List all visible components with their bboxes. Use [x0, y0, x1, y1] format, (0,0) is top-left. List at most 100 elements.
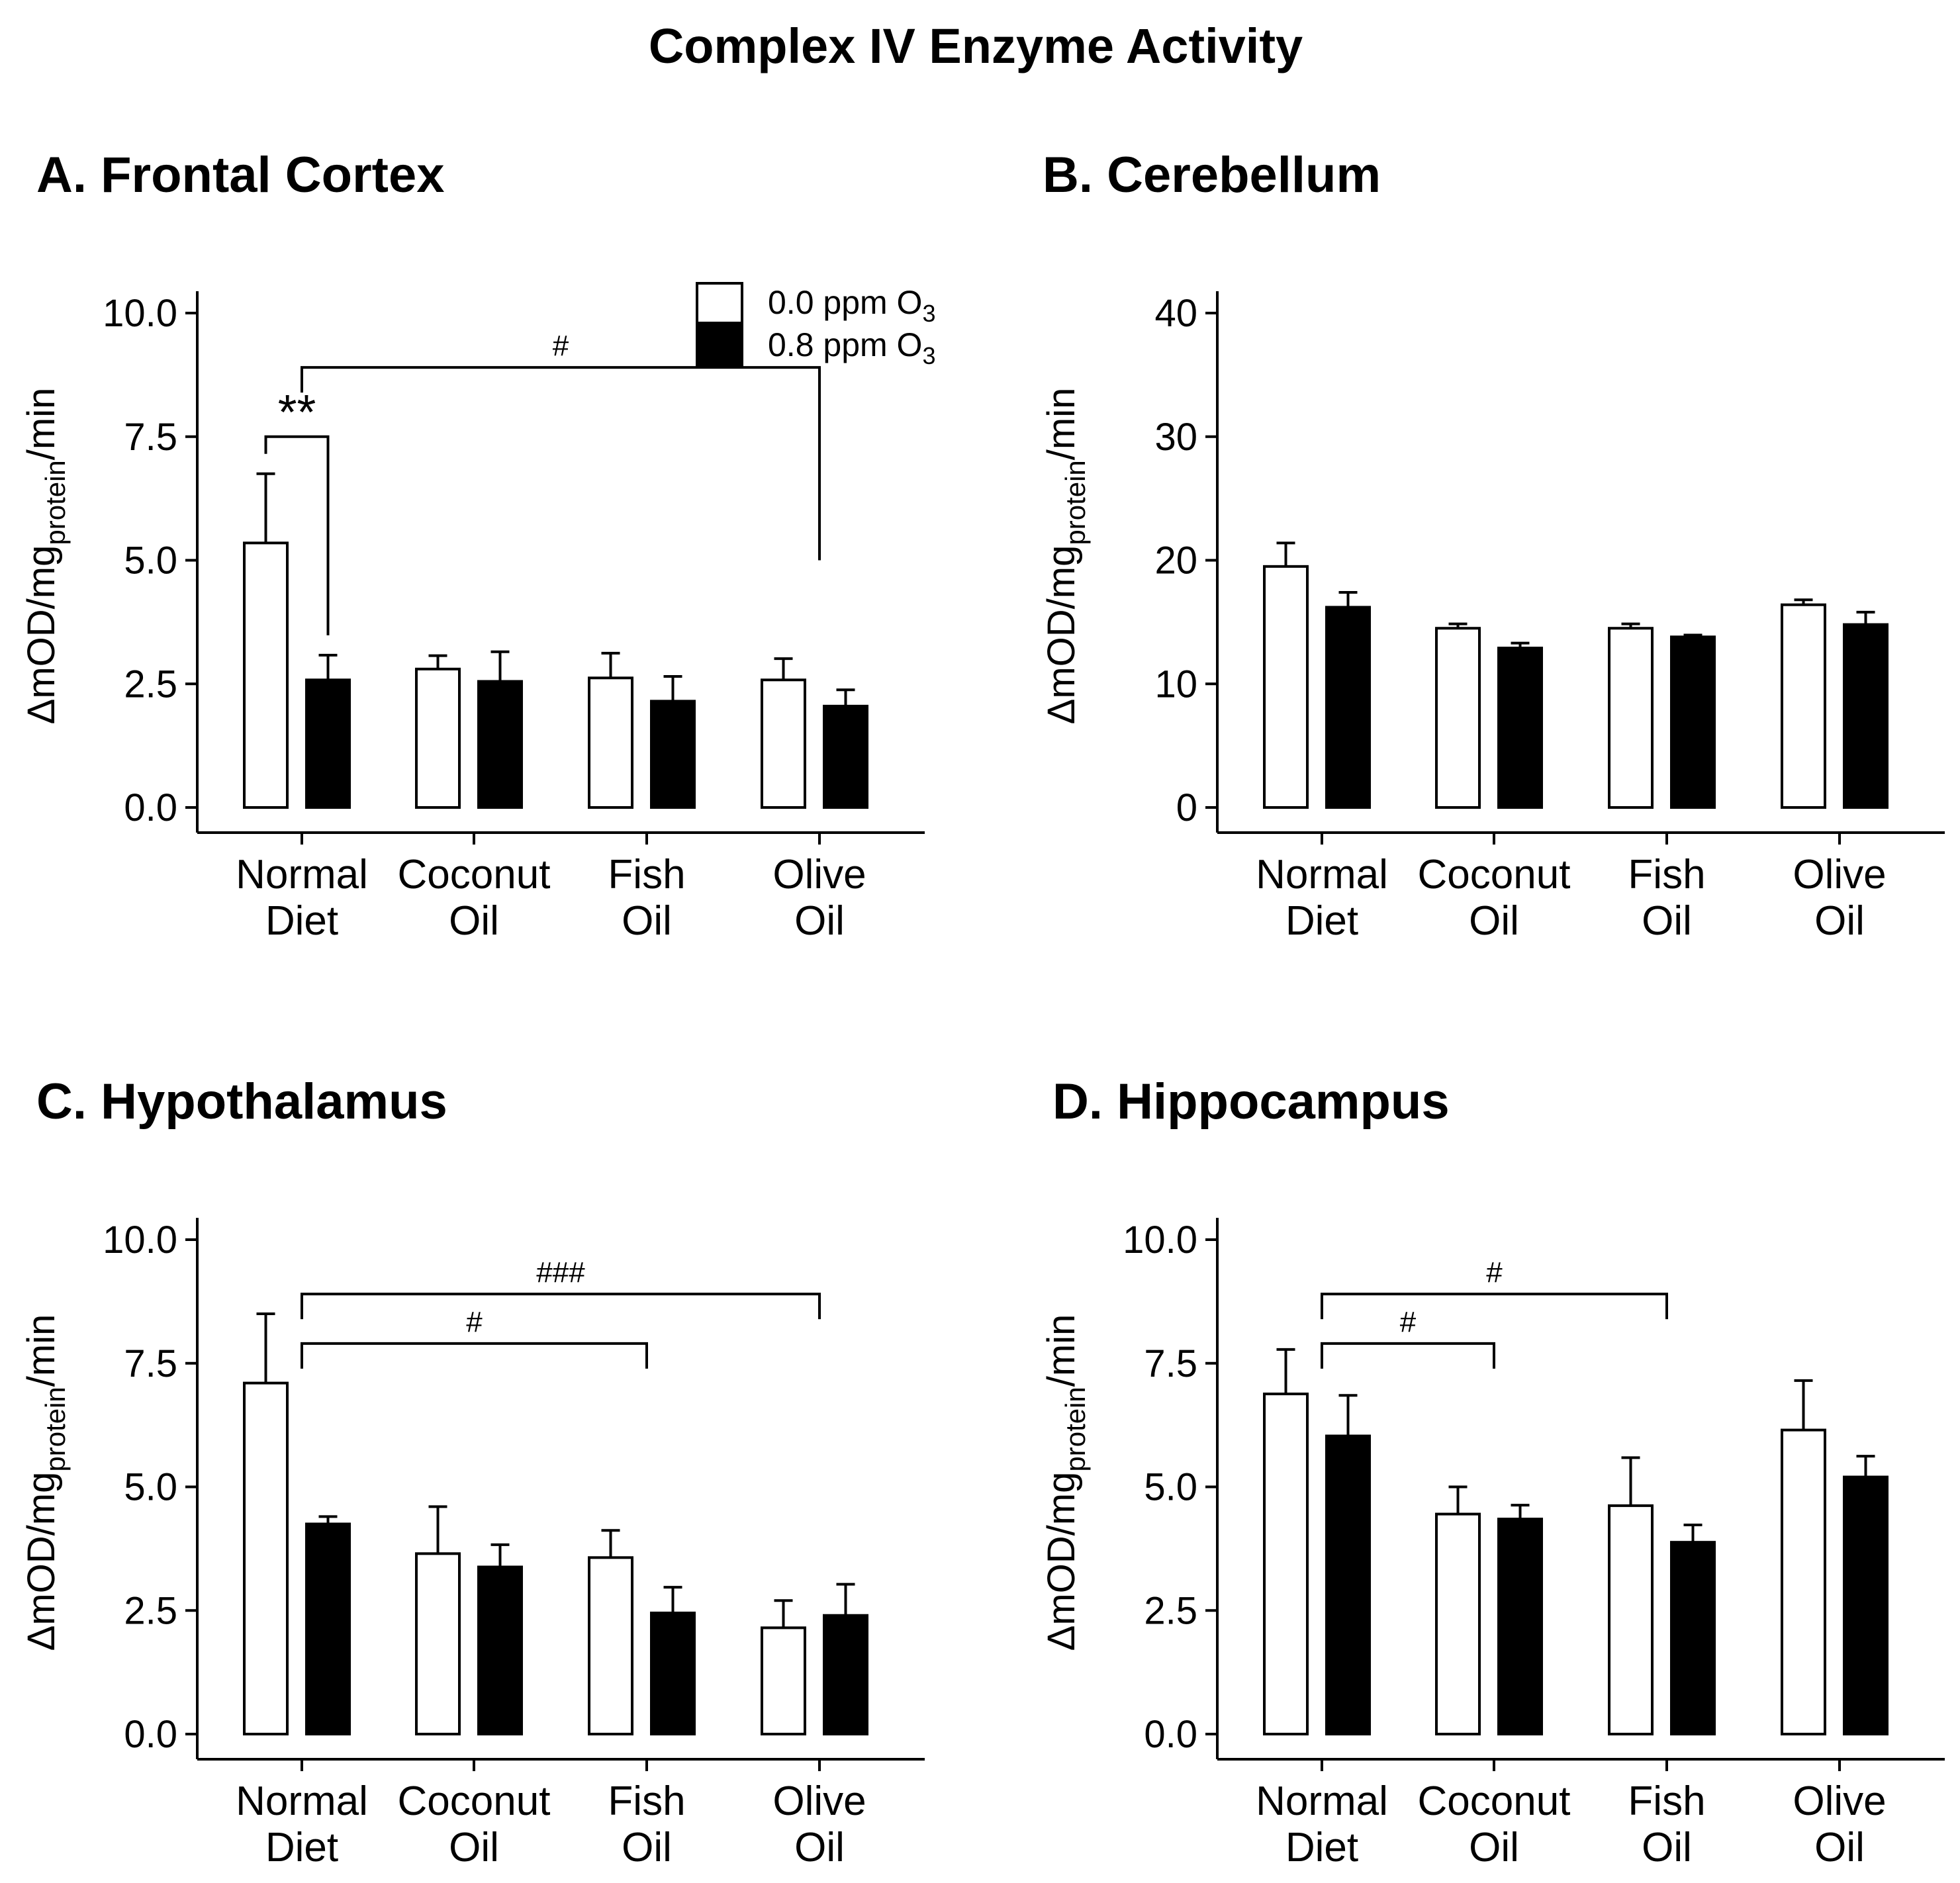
x-tick-label: Fish [1628, 1778, 1705, 1824]
y-tick-label: 7.5 [124, 416, 177, 459]
bar [650, 700, 696, 809]
y-axis-label-main: ΔmOD/mg [1040, 1472, 1083, 1651]
bar [243, 1381, 289, 1735]
y-axis-label-main: ΔmOD/mg [20, 1472, 63, 1651]
panel-c: C. Hypothalamus 0.0 2.5 5.0 7.5 10.0 ΔmOD/mgpr… [20, 1074, 925, 1870]
legend-swatch [696, 282, 743, 324]
legend-label-main: 0.8 ppm O [768, 326, 922, 363]
y-tick-label: 10.0 [1123, 1218, 1197, 1262]
bar [1670, 1541, 1716, 1735]
y-tick-label: 0.0 [1144, 1713, 1197, 1756]
bar [1435, 1512, 1481, 1736]
x-tick-label: Diet [265, 1825, 338, 1870]
y-axis-label: ΔmOD/mgprotein/min [1040, 1314, 1091, 1651]
y-tick-label: 2.5 [124, 1589, 177, 1632]
bar [761, 1626, 806, 1736]
panels: A. Frontal Cortex 0.0 2.5 5.0 7.5 10.0 ΔmOD/mg… [20, 147, 1945, 1870]
bar [415, 1552, 461, 1735]
x-tick-label: Normal [236, 852, 368, 897]
legend-label: 0.8 ppm O3 [768, 326, 935, 369]
bar [588, 676, 633, 809]
y-tick-label: 2.5 [124, 663, 177, 706]
significance-bracket [301, 366, 821, 561]
x-tick-label: Coconut [398, 1778, 551, 1824]
significance-label: # [466, 1306, 483, 1338]
x-tick-label: Coconut [1418, 1778, 1571, 1824]
bar [1497, 1518, 1543, 1735]
bar [1781, 603, 1826, 809]
x-tick-label: Olive [1793, 852, 1886, 897]
x-tick-label: Oil [1469, 1825, 1519, 1870]
significance-bracket [264, 435, 330, 635]
bar [415, 667, 461, 809]
x-tick-label: Oil [794, 898, 845, 944]
y-tick-label: 40 [1154, 292, 1197, 335]
y-axis-label: ΔmOD/mgprotein/min [20, 1314, 71, 1651]
x-tick-label: Fish [608, 1778, 685, 1824]
significance-label: # [1400, 1306, 1417, 1338]
x-tick-label: Diet [1285, 1825, 1358, 1870]
bar [305, 678, 351, 809]
bar [761, 678, 806, 809]
y-axis-label-suffix: /min [20, 1314, 63, 1387]
legend-label: 0.0 ppm O3 [768, 284, 935, 327]
bar [1843, 623, 1889, 809]
bar [1608, 627, 1654, 809]
panel-title: D. Hippocampus [1052, 1074, 1450, 1130]
x-tick-label: Olive [1793, 1778, 1886, 1824]
x-tick-label: Normal [1256, 852, 1388, 897]
bar [305, 1522, 351, 1736]
y-axis-label-main: ΔmOD/mg [20, 545, 63, 725]
bar [650, 1611, 696, 1735]
panel-title: C. Hypothalamus [36, 1074, 447, 1130]
legend: 0.0 ppm O30.8 ppm O3 [696, 282, 935, 369]
panel-a: A. Frontal Cortex 0.0 2.5 5.0 7.5 10.0 ΔmOD/mg… [20, 147, 935, 944]
bar [1781, 1428, 1826, 1735]
legend-label-subscript: 3 [922, 300, 935, 327]
bar [1325, 1434, 1371, 1736]
x-tick-label: Oil [622, 898, 672, 944]
bar [1263, 565, 1309, 809]
bar [1435, 627, 1481, 809]
y-tick-label: 0 [1176, 786, 1197, 829]
y-tick-label: 0.0 [124, 1713, 177, 1756]
x-tick-label: Coconut [398, 852, 551, 897]
y-tick-label: 5.0 [1144, 1466, 1197, 1509]
x-tick-label: Oil [794, 1825, 845, 1870]
bar [823, 1614, 868, 1735]
bar [1497, 647, 1543, 809]
y-axis-label: ΔmOD/mgprotein/min [1040, 388, 1091, 725]
bar [243, 541, 289, 809]
legend-label-subscript: 3 [922, 342, 935, 369]
panel-title: A. Frontal Cortex [36, 147, 445, 203]
y-axis-label-main: ΔmOD/mg [1040, 545, 1083, 725]
legend-swatch [696, 324, 743, 367]
x-tick-label: Oil [449, 1825, 499, 1870]
x-tick-label: Normal [1256, 1778, 1388, 1824]
significance-bracket [301, 1293, 821, 1320]
significance-label: ** [278, 385, 316, 439]
x-tick-label: Oil [1814, 898, 1865, 944]
x-tick-label: Olive [772, 1778, 866, 1824]
y-tick-label: 7.5 [124, 1342, 177, 1385]
bar [1670, 635, 1716, 809]
x-tick-label: Fish [608, 852, 685, 897]
panel-b: B. Cerebellum 0 10 20 30 40 ΔmOD/mgprotein/min… [1040, 147, 1945, 944]
y-tick-label: 20 [1154, 539, 1197, 582]
y-tick-label: 10 [1154, 663, 1197, 706]
panel-d: D. Hippocampus 0.0 2.5 5.0 7.5 10.0 ΔmOD/mgpro… [1040, 1074, 1945, 1870]
figure-title: Complex IV Enzyme Activity [649, 19, 1303, 73]
x-tick-label: Oil [1642, 1825, 1692, 1870]
bar [823, 704, 868, 809]
x-tick-label: Oil [1642, 898, 1692, 944]
x-tick-label: Oil [1814, 1825, 1865, 1870]
x-tick-label: Diet [265, 898, 338, 944]
significance-label: ### [536, 1256, 585, 1289]
x-tick-label: Oil [1469, 898, 1519, 944]
bar [1325, 606, 1371, 809]
significance-bracket [1321, 1342, 1495, 1369]
y-tick-label: 30 [1154, 416, 1197, 459]
y-axis-label-subscript: protein [1060, 1387, 1091, 1471]
y-tick-label: 7.5 [1144, 1342, 1197, 1385]
